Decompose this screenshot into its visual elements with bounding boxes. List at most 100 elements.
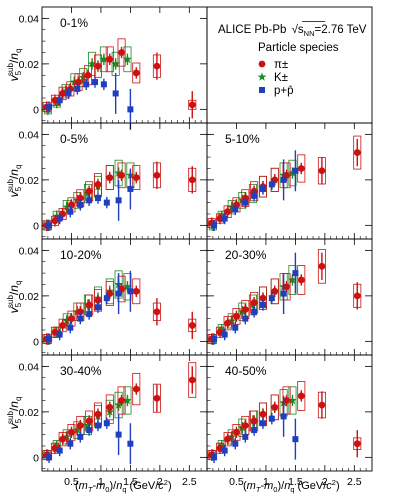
y-tick-label: 0 [33, 220, 39, 232]
sys-box-k [83, 415, 92, 436]
point-p [74, 85, 81, 92]
point-p [46, 104, 53, 111]
point-p [86, 311, 93, 318]
point-pi [259, 294, 267, 302]
sys-box-pi [105, 394, 114, 421]
svg-text:(mT-m0)/nq (GeV/c2): (mT-m0)/nq (GeV/c2) [243, 478, 340, 494]
point-p [100, 81, 107, 88]
point-p [86, 427, 93, 434]
point-p [56, 447, 63, 454]
x-tick-label: 2.5 [347, 476, 362, 488]
panel-label: 0-1% [60, 16, 88, 30]
panel-5-10%: 5-10% [207, 123, 372, 239]
point-k [87, 59, 97, 68]
point-pi [132, 385, 140, 393]
panel-label: 0-5% [60, 132, 88, 146]
point-p [268, 181, 275, 188]
point-k [99, 54, 109, 64]
x-tick-label: 1 [263, 476, 269, 488]
point-k [111, 59, 121, 68]
point-pi [216, 328, 224, 336]
sys-box-k [123, 46, 132, 73]
legend-marker-p [259, 87, 265, 93]
point-p [115, 197, 122, 204]
point-pi [94, 62, 102, 70]
legend-title: Particle species [258, 42, 339, 54]
point-pi [353, 149, 361, 156]
point-pi [233, 428, 240, 436]
x-tick-label: 2 [322, 476, 328, 488]
point-p [77, 201, 84, 208]
point-k [237, 307, 247, 316]
point-pi [51, 444, 59, 452]
point-k [78, 72, 88, 82]
panel-40-50%: 0.5 1 1.5 2 2.5 40-50% [207, 355, 372, 488]
sys-box-pi [232, 308, 241, 325]
point-pi [224, 435, 232, 443]
panel-label: 10-20% [60, 248, 102, 262]
point-k [72, 425, 82, 434]
y-tick-label: 0.04 [19, 361, 40, 373]
y-axis-title: v5sub/nq [6, 165, 23, 198]
point-p [221, 215, 228, 222]
y-tick-label: 0 [33, 336, 39, 348]
point-pi [106, 403, 114, 411]
point-pi [94, 410, 102, 418]
point-pi [84, 71, 92, 79]
legend-label-p: p+p̄ [274, 85, 294, 97]
point-k [123, 54, 132, 64]
sys-box-pi [152, 383, 161, 413]
point-pi [106, 174, 114, 181]
point-p [242, 315, 249, 322]
point-p [115, 431, 122, 438]
point-p [83, 81, 90, 88]
point-p [268, 295, 275, 302]
point-pi [68, 201, 75, 209]
point-pi [59, 435, 67, 443]
point-pi [250, 299, 258, 307]
point-pi [353, 440, 361, 448]
x-axis-title-right: (mT-m0)/nq (GeV/c2) [243, 478, 340, 494]
point-pi [259, 410, 267, 418]
point-pi [318, 167, 326, 175]
point-p [67, 440, 74, 447]
point-p [221, 331, 228, 338]
panel-label: 40-50% [225, 364, 267, 378]
sys-box-pi [223, 432, 232, 447]
point-pi [68, 315, 75, 323]
point-p [232, 440, 239, 447]
point-p [65, 90, 72, 97]
point-pi [68, 428, 75, 436]
y-tick-label: 0.02 [19, 175, 40, 187]
point-k [227, 432, 237, 441]
y-tick-label: 0 [33, 104, 39, 116]
point-p [115, 290, 122, 297]
point-k [114, 168, 123, 177]
point-k [123, 282, 132, 291]
point-p [251, 427, 258, 434]
point-pi [297, 165, 305, 172]
point-pi [271, 403, 279, 411]
sys-box-pi [188, 362, 197, 398]
point-p [67, 208, 74, 215]
point-pi [188, 176, 196, 184]
point-p [251, 308, 258, 315]
point-pi [51, 217, 59, 225]
point-p [103, 199, 110, 206]
legend-label-k: K± [274, 72, 288, 84]
point-p [46, 222, 53, 229]
panel-label: 20-30% [225, 248, 267, 262]
point-pi [241, 422, 249, 429]
point-p [67, 324, 74, 331]
point-k [70, 77, 79, 86]
y-tick-label: 0.04 [19, 129, 40, 141]
point-p [103, 295, 110, 302]
point-p [292, 436, 299, 443]
point-k [62, 202, 72, 211]
panels-layer: 0 0.02 0.04 0-1% 0 0.02 0.04 0-5% 5-10% 0 0.02 0.04… [19, 6, 373, 488]
sys-box-pi [317, 248, 326, 284]
point-k [62, 432, 72, 441]
point-pi [153, 308, 161, 316]
point-pi [94, 181, 102, 188]
point-pi [118, 171, 125, 179]
